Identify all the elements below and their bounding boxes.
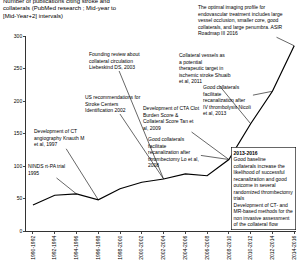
svg-text:300: 300 [14,33,23,39]
svg-text:Good collateralsfacilitatereca: Good collateralsfacilitaterecanalization… [148,136,199,168]
svg-text:250: 250 [14,65,23,71]
svg-text:US recommendations forStroke C: US recommendations forStroke CentersIden… [85,94,141,113]
svg-text:2004-2006: 2004-2006 [182,236,188,260]
svg-text:1998-2000: 1998-2000 [117,236,123,260]
svg-text:2013-2016Good baselinecollater: 2013-2016Good baselinecollaterals increa… [234,150,294,228]
svg-text:1996-1998: 1996-1998 [95,236,101,260]
svg-text:2006-2008: 2006-2008 [204,236,210,260]
svg-text:Founding review aboutcollatera: Founding review aboutcollateral circulat… [89,51,140,70]
svg-text:100: 100 [14,163,23,169]
svg-text:The optimal imaging profile fo: The optimal imaging profile forendovascu… [198,4,283,36]
svg-text:2010-2012: 2010-2012 [247,236,253,260]
svg-text:Collateral vessels asa potenti: Collateral vessels asa potentialtherapeu… [179,52,231,84]
svg-text:2014-2016: 2014-2016 [291,236,297,260]
svg-text:1992-1994: 1992-1994 [51,236,57,260]
svg-text:Development of CTA ClotBurden: Development of CTA ClotBurden Score &Col… [143,105,200,131]
svg-text:Development of CTangiography K: Development of CTangiography Knauth Met … [34,128,84,147]
svg-text:1990-1992: 1990-1992 [30,236,36,260]
svg-text:200: 200 [14,98,23,104]
svg-text:50: 50 [17,195,23,201]
svg-text:Number of publications citing: Number of publications citing stroke and… [3,0,117,19]
svg-text:2002-2004: 2002-2004 [160,236,166,260]
svg-text:NINDS rt-PA trial1995: NINDS rt-PA trial1995 [28,163,65,176]
svg-text:2012-2014: 2012-2014 [269,236,275,260]
svg-text:150: 150 [14,130,23,136]
svg-text:2000-2002: 2000-2002 [138,236,144,260]
svg-text:2008-2010: 2008-2010 [226,236,232,260]
svg-text:0: 0 [19,228,22,234]
svg-text:1994-1996: 1994-1996 [73,236,79,260]
svg-text:Good collateralsfacilitatereca: Good collateralsfacilitaterecanalization… [203,84,251,116]
